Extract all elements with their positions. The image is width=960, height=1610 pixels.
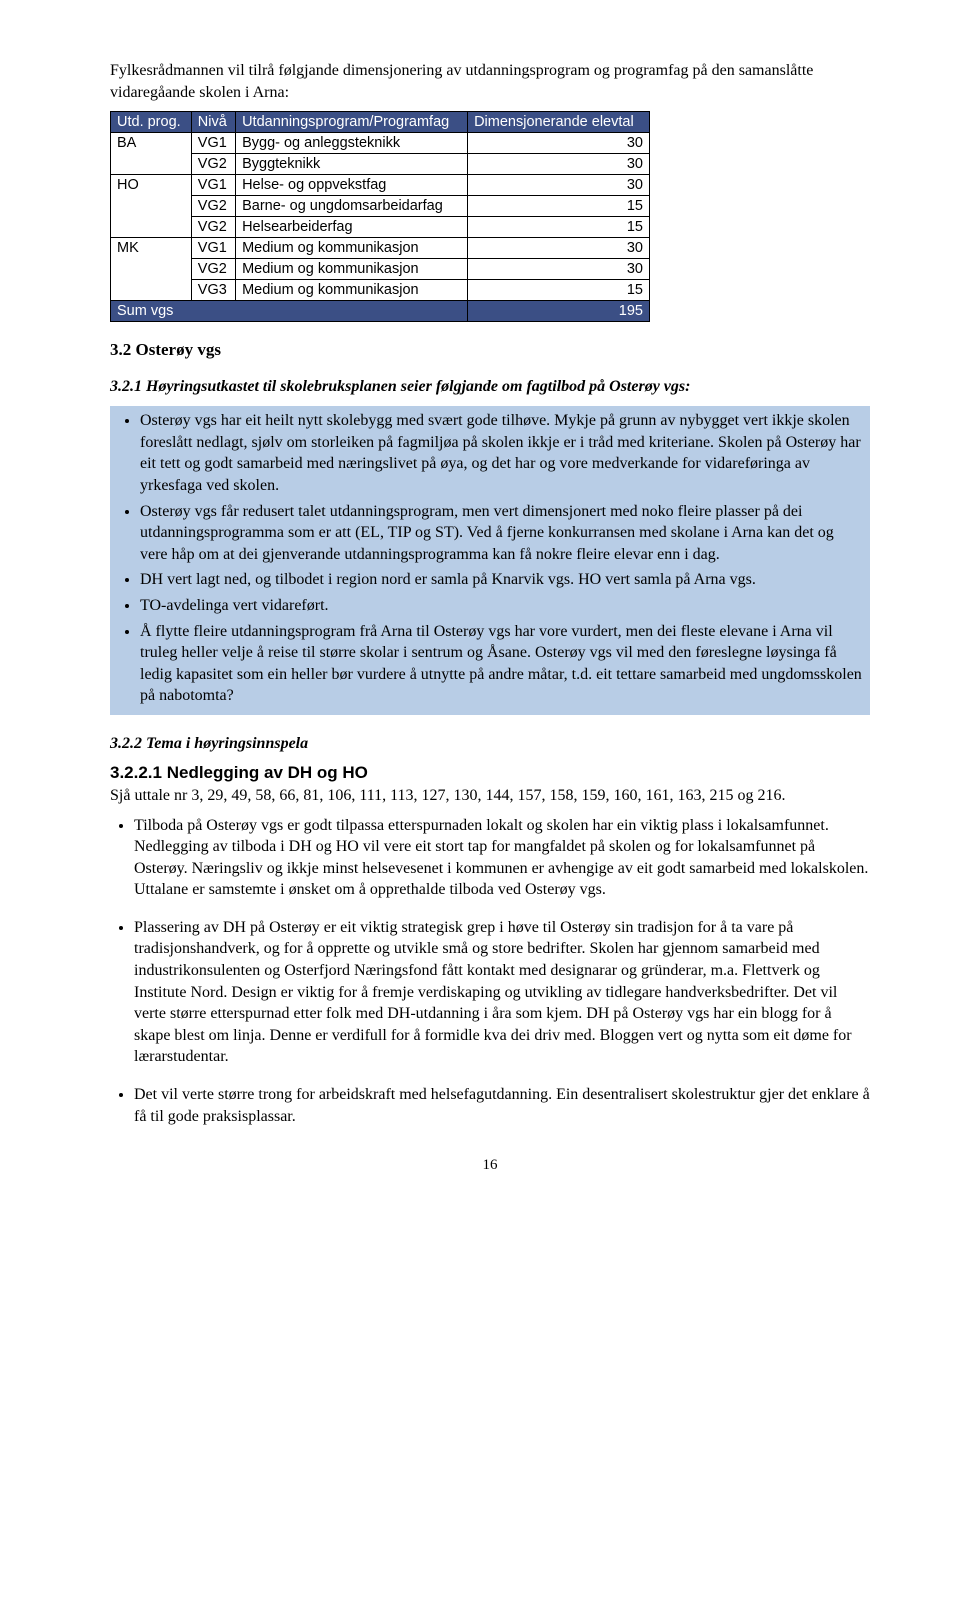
table-row: BAVG1Bygg- og anleggsteknikk30 [111,133,650,154]
table-row: VG2Byggteknikk30 [111,154,650,175]
ref-line: Sjå uttale nr 3, 29, 49, 58, 66, 81, 106… [110,785,870,807]
th-prog: Utd. prog. [111,112,192,133]
cell-level: VG3 [191,280,235,301]
cell-level: VG2 [191,259,235,280]
cell-label: Medium og kommunikasjon [236,280,468,301]
cell-prog: BA [111,133,192,175]
table-row: VG3Medium og kommunikasjon15 [111,280,650,301]
cell-value: 30 [468,154,650,175]
table-row: VG2Barne- og ungdomsarbeidarfag15 [111,196,650,217]
table-row: MKVG1Medium og kommunikasjon30 [111,238,650,259]
cell-label: Medium og kommunikasjon [236,259,468,280]
list-item: Tilboda på Osterøy vgs er godt tilpassa … [134,815,870,901]
page-number: 16 [110,1157,870,1174]
list-item: Osterøy vgs har eit heilt nytt skolebygg… [140,410,864,496]
cell-value: 30 [468,133,650,154]
cell-level: VG1 [191,238,235,259]
dimensioning-table: Utd. prog. Nivå Utdanningsprogram/Progra… [110,111,650,322]
cell-level: VG2 [191,196,235,217]
list-item: Å flytte fleire utdanningsprogram frå Ar… [140,621,864,707]
sum-label: Sum vgs [111,301,468,322]
cell-value: 30 [468,175,650,196]
section-3-2-2-title: 3.2.2 Tema i høyringsinnspela [110,735,870,753]
cell-level: VG1 [191,175,235,196]
cell-value: 15 [468,196,650,217]
section-3-2-1-title: 3.2.1 Høyringsutkastet til skolebrukspla… [110,378,870,396]
th-count: Dimensjonerande elevtal [468,112,650,133]
cell-label: Barne- og ungdomsarbeidarfag [236,196,468,217]
cell-level: VG2 [191,154,235,175]
cell-value: 30 [468,259,650,280]
cell-level: VG1 [191,133,235,154]
cell-label: Helsearbeiderfag [236,217,468,238]
cell-label: Helse- og oppvekstfag [236,175,468,196]
th-program: Utdanningsprogram/Programfag [236,112,468,133]
cell-label: Bygg- og anleggsteknikk [236,133,468,154]
blue-highlight-box: Osterøy vgs har eit heilt nytt skolebygg… [110,406,870,715]
section-3-2-2-1-title: 3.2.2.1 Nedlegging av DH og HO [110,763,870,783]
list-item: Det vil verte større trong for arbeidskr… [134,1084,870,1127]
cell-level: VG2 [191,217,235,238]
cell-prog: MK [111,238,192,301]
table-row: VG2Medium og kommunikasjon30 [111,259,650,280]
list-item: Plassering av DH på Osterøy er eit vikti… [134,917,870,1068]
intro-paragraph: Fylkesrådmannen vil tilrå følgjande dime… [110,60,870,103]
cell-label: Medium og kommunikasjon [236,238,468,259]
list-item: DH vert lagt ned, og tilbodet i region n… [140,569,864,591]
section-3-2-title: 3.2 Osterøy vgs [110,340,870,360]
cell-value: 15 [468,217,650,238]
sum-value: 195 [468,301,650,322]
table-row: VG2Helsearbeiderfag15 [111,217,650,238]
cell-value: 30 [468,238,650,259]
list-item: Osterøy vgs får redusert talet utdanning… [140,501,864,566]
list-item: TO-avdelinga vert vidareført. [140,595,864,617]
table-sum-row: Sum vgs195 [111,301,650,322]
cell-prog: HO [111,175,192,238]
table-row: HOVG1Helse- og oppvekstfag30 [111,175,650,196]
cell-label: Byggteknikk [236,154,468,175]
th-level: Nivå [191,112,235,133]
cell-value: 15 [468,280,650,301]
